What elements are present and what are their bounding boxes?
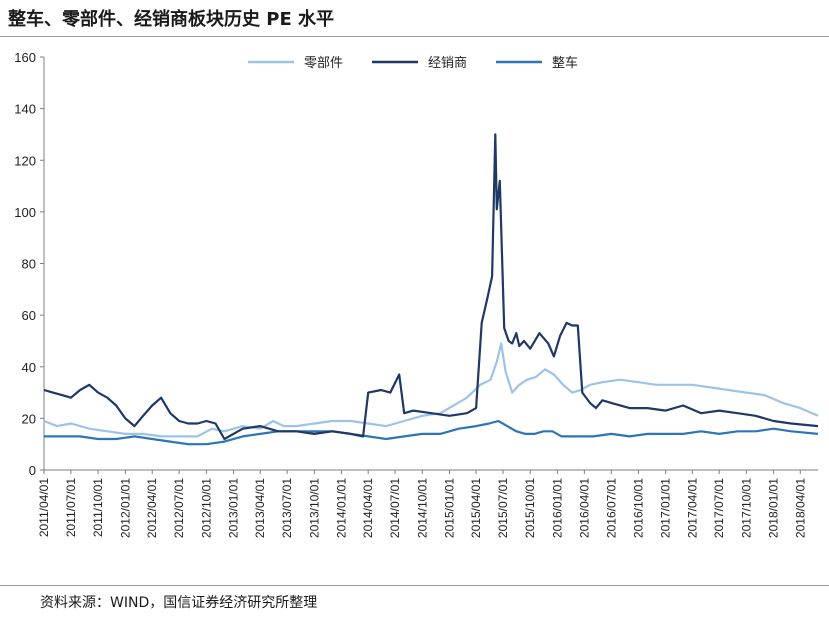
y-tick-label: 20 [22,411,36,426]
x-tick-label: 2011/07/01 [64,478,78,537]
x-tick-label: 2013/07/01 [280,478,294,538]
x-tick-label: 2015/10/01 [523,478,537,538]
legend-label-parts: 零部件 [304,56,343,71]
y-tick-label: 160 [14,50,36,65]
legend-label-vehicle: 整车 [552,55,578,71]
x-tick-label: 2017/07/01 [712,478,726,538]
x-tick-label: 2013/01/01 [227,478,241,538]
x-tick-label: 2014/10/01 [415,478,429,538]
y-tick-label: 140 [14,102,36,117]
y-tick-label: 40 [22,360,36,375]
chart-legend: 零部件 经销商 整车 [248,55,578,71]
x-tick-label: 2016/01/01 [550,478,564,538]
x-tick-label: 2014/04/01 [361,478,375,538]
x-tick-label: 2016/10/01 [631,478,645,538]
x-tick-label: 2011/10/01 [91,478,105,537]
y-tick-label: 120 [14,153,36,168]
x-tick-label: 2013/04/01 [253,478,267,538]
x-tick-label: 2014/07/01 [388,478,402,538]
series-line-vehicle [44,419,819,446]
x-tick-label: 2014/01/01 [335,478,349,538]
y-tick-label: 100 [14,205,36,220]
x-tick-label: 2017/10/01 [739,478,753,538]
y-tick-label: 80 [22,257,36,272]
chart-series [43,133,819,446]
x-tick-label: 2015/07/01 [496,478,510,538]
y-tick-label: 0 [29,463,36,478]
x-tick-label: 2012/01/01 [118,478,132,538]
x-tick-label: 2015/01/01 [442,478,456,538]
chart-axes: 0 20 40 60 80 100 120 140 160 2011/04/01 2011/07/0… [14,50,818,538]
legend-label-dealer: 经销商 [428,56,467,71]
x-tick-label: 2018/01/01 [767,478,781,538]
footer-divider [0,585,829,586]
x-tick-label: 2012/10/01 [199,478,213,538]
x-tick-label: 2016/07/01 [604,478,618,538]
series-line-parts [43,342,819,438]
title-divider [0,36,829,37]
y-tick-label: 60 [22,308,36,323]
x-tick-label: 2018/04/01 [793,478,807,538]
x-tick-label: 2017/04/01 [685,478,699,538]
x-tick-label: 2011/04/01 [37,478,51,537]
x-tick-label: 2012/04/01 [145,478,159,538]
x-tick-label: 2012/07/01 [172,478,186,538]
chart-title: 整车、零部件、经销商板块历史 PE 水平 [8,9,335,30]
x-tick-label: 2013/10/01 [307,478,321,538]
series-line-dealer [43,133,819,441]
x-tick-label: 2015/04/01 [469,478,483,538]
x-tick-label: 2016/04/01 [577,478,591,538]
x-tick-label: 2017/01/01 [659,478,673,538]
source-note: 资料来源：WIND，国信证券经济研究所整理 [40,595,318,611]
